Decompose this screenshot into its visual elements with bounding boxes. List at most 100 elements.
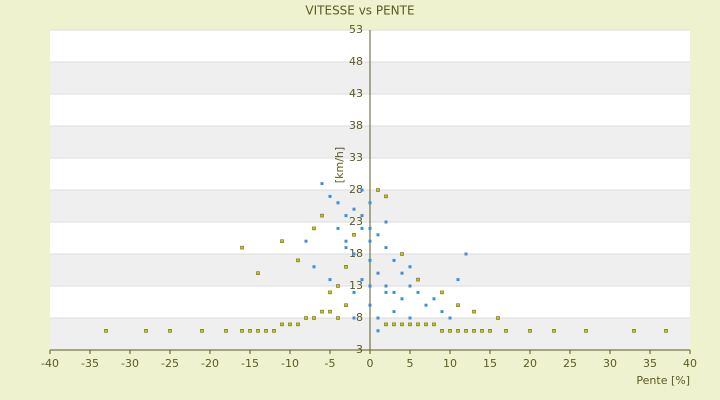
point <box>264 329 268 333</box>
y-tick-label: 18 <box>349 247 363 260</box>
x-tick-label: 35 <box>643 357 657 370</box>
point <box>440 290 444 295</box>
point <box>240 245 244 250</box>
point <box>496 316 500 320</box>
point <box>528 329 532 333</box>
x-tick-label: 0 <box>367 357 374 370</box>
point <box>384 290 388 294</box>
point <box>336 284 340 288</box>
point <box>408 265 412 269</box>
point <box>344 239 348 243</box>
point <box>352 290 356 294</box>
point <box>240 329 244 333</box>
point <box>280 239 284 243</box>
point <box>384 220 388 224</box>
point <box>424 303 428 307</box>
point <box>464 252 468 256</box>
x-tick-label: -5 <box>325 357 336 370</box>
point <box>384 322 388 327</box>
x-tick-label: 15 <box>483 357 497 370</box>
chart-title: VITESSE vs PENTE <box>305 4 414 18</box>
point <box>416 322 420 327</box>
point <box>392 290 396 294</box>
point <box>304 316 308 320</box>
point <box>168 329 172 333</box>
x-tick-label: -40 <box>41 357 59 370</box>
point <box>368 226 372 230</box>
point <box>376 329 380 333</box>
point <box>416 290 420 294</box>
point <box>432 297 436 301</box>
point <box>384 246 388 250</box>
point <box>368 201 372 205</box>
point <box>400 252 404 256</box>
point <box>392 258 396 262</box>
point <box>328 278 332 282</box>
x-tick-label: -25 <box>161 357 179 370</box>
point <box>344 246 348 250</box>
point <box>344 214 348 218</box>
point <box>224 329 228 333</box>
x-tick-label: 30 <box>603 357 617 370</box>
point <box>280 322 284 327</box>
point <box>360 226 364 230</box>
point <box>336 316 340 320</box>
point <box>408 322 412 327</box>
point <box>376 316 380 320</box>
x-tick-label: 5 <box>407 357 414 370</box>
point <box>344 303 348 307</box>
point <box>200 329 204 333</box>
point <box>408 284 412 288</box>
x-tick-label: -10 <box>281 357 299 370</box>
x-tick-label: 25 <box>563 357 577 370</box>
point <box>456 303 460 307</box>
point <box>632 329 636 333</box>
x-tick-label: -35 <box>81 357 99 370</box>
point <box>256 329 260 333</box>
point <box>400 271 404 275</box>
point <box>440 310 444 314</box>
y-tick-label: 8 <box>356 311 363 324</box>
point <box>400 297 404 301</box>
point <box>144 329 148 333</box>
point <box>400 322 404 327</box>
point <box>424 322 428 327</box>
point <box>248 329 252 333</box>
point <box>384 284 388 288</box>
point <box>488 329 492 333</box>
point <box>472 309 476 314</box>
point <box>328 194 332 198</box>
point <box>312 265 316 269</box>
point <box>344 265 348 269</box>
point <box>448 329 452 333</box>
y-tick-label: 33 <box>349 151 363 164</box>
y-tick-label: 23 <box>349 215 363 228</box>
point <box>392 310 396 314</box>
point <box>408 316 412 320</box>
point <box>368 258 372 262</box>
point <box>320 309 324 314</box>
point <box>256 271 260 275</box>
point <box>440 329 444 333</box>
point <box>584 329 588 333</box>
point <box>360 278 364 282</box>
x-tick-label: 10 <box>443 357 457 370</box>
x-axis-title: Pente [%] <box>636 374 690 387</box>
point <box>456 329 460 333</box>
y-tick-label: 53 <box>349 23 363 36</box>
point <box>336 226 340 230</box>
point <box>312 226 316 231</box>
point <box>376 188 380 192</box>
point <box>320 213 324 218</box>
point <box>432 322 436 327</box>
x-tick-label: 20 <box>523 357 537 370</box>
point <box>352 207 356 211</box>
point <box>104 329 108 333</box>
y-tick-label: 48 <box>349 55 363 68</box>
point <box>320 182 324 186</box>
point <box>296 258 300 263</box>
point <box>448 316 452 320</box>
point <box>352 252 356 256</box>
point <box>456 278 460 282</box>
